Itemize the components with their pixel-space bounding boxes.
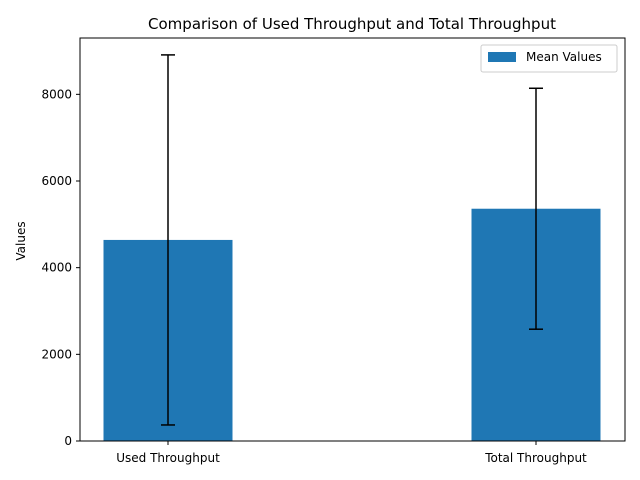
legend-label: Mean Values	[526, 50, 602, 64]
legend-swatch	[488, 52, 516, 62]
legend-box	[480, 44, 618, 73]
y-tick-label: 2000	[41, 347, 72, 361]
plot-frame	[79, 37, 626, 442]
error-bar	[161, 54, 175, 426]
error-bar	[529, 87, 543, 330]
x-tick-label: Total Throughput	[484, 451, 587, 465]
y-tick-label: 4000	[41, 261, 72, 275]
y-tick-label: 6000	[41, 174, 72, 188]
y-axis-label: Values	[14, 221, 28, 260]
x-tick-label: Used Throughput	[116, 451, 220, 465]
y-tick-label: 8000	[41, 87, 72, 101]
x-axis-ticks: Used Throughput Total Throughput	[116, 441, 587, 465]
legend: Mean Values	[480, 44, 618, 73]
y-tick-label: 0	[64, 434, 72, 448]
chart-title: Comparison of Used Throughput and Total …	[148, 15, 556, 33]
bars-layer	[103, 208, 601, 441]
error-bars-layer	[161, 54, 543, 426]
y-axis-ticks: 0 2000 4000 6000 8000	[41, 87, 80, 448]
